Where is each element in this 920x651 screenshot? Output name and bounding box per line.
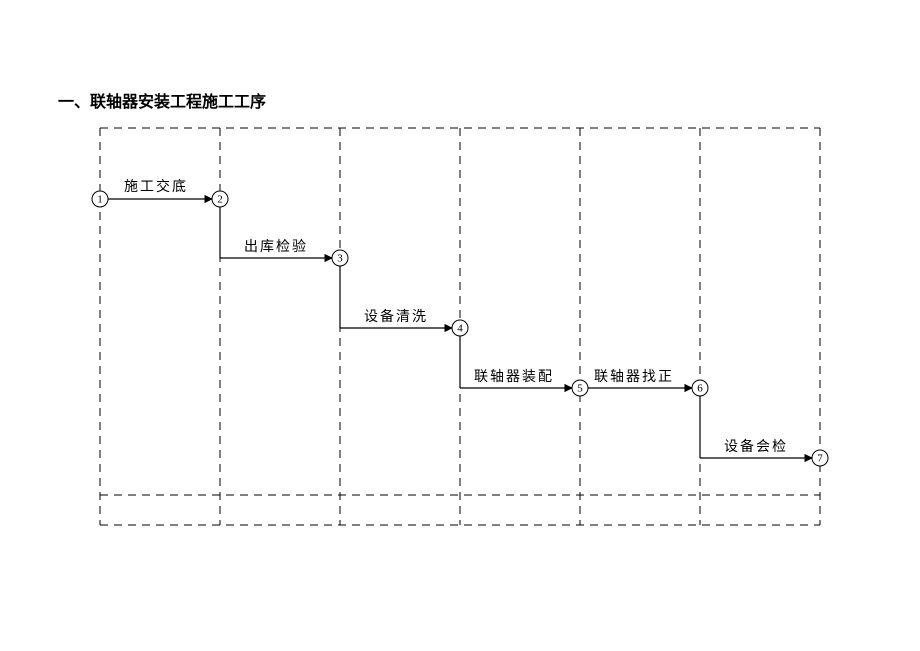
svg-text:2: 2 xyxy=(217,194,223,206)
edge-label: 设备会检 xyxy=(724,436,788,456)
svg-text:5: 5 xyxy=(577,383,583,395)
edge-label: 联轴器装配 xyxy=(474,366,554,386)
svg-text:1: 1 xyxy=(97,194,103,206)
svg-text:6: 6 xyxy=(697,383,703,395)
svg-text:4: 4 xyxy=(457,323,463,335)
svg-text:3: 3 xyxy=(337,253,343,265)
edge-label: 施工交底 xyxy=(124,176,188,196)
diagram-svg: 1 2 3 4 5 6 7 xyxy=(0,0,920,651)
page: 一、联轴器安装工程施工工序 1234567 施工交底出库检验设备清洗联轴器装配联… xyxy=(0,0,920,651)
edge-label: 设备清洗 xyxy=(364,306,428,326)
svg-text:7: 7 xyxy=(817,453,823,465)
edge-label: 出库检验 xyxy=(244,236,308,256)
edge-label: 联轴器找正 xyxy=(594,366,674,386)
